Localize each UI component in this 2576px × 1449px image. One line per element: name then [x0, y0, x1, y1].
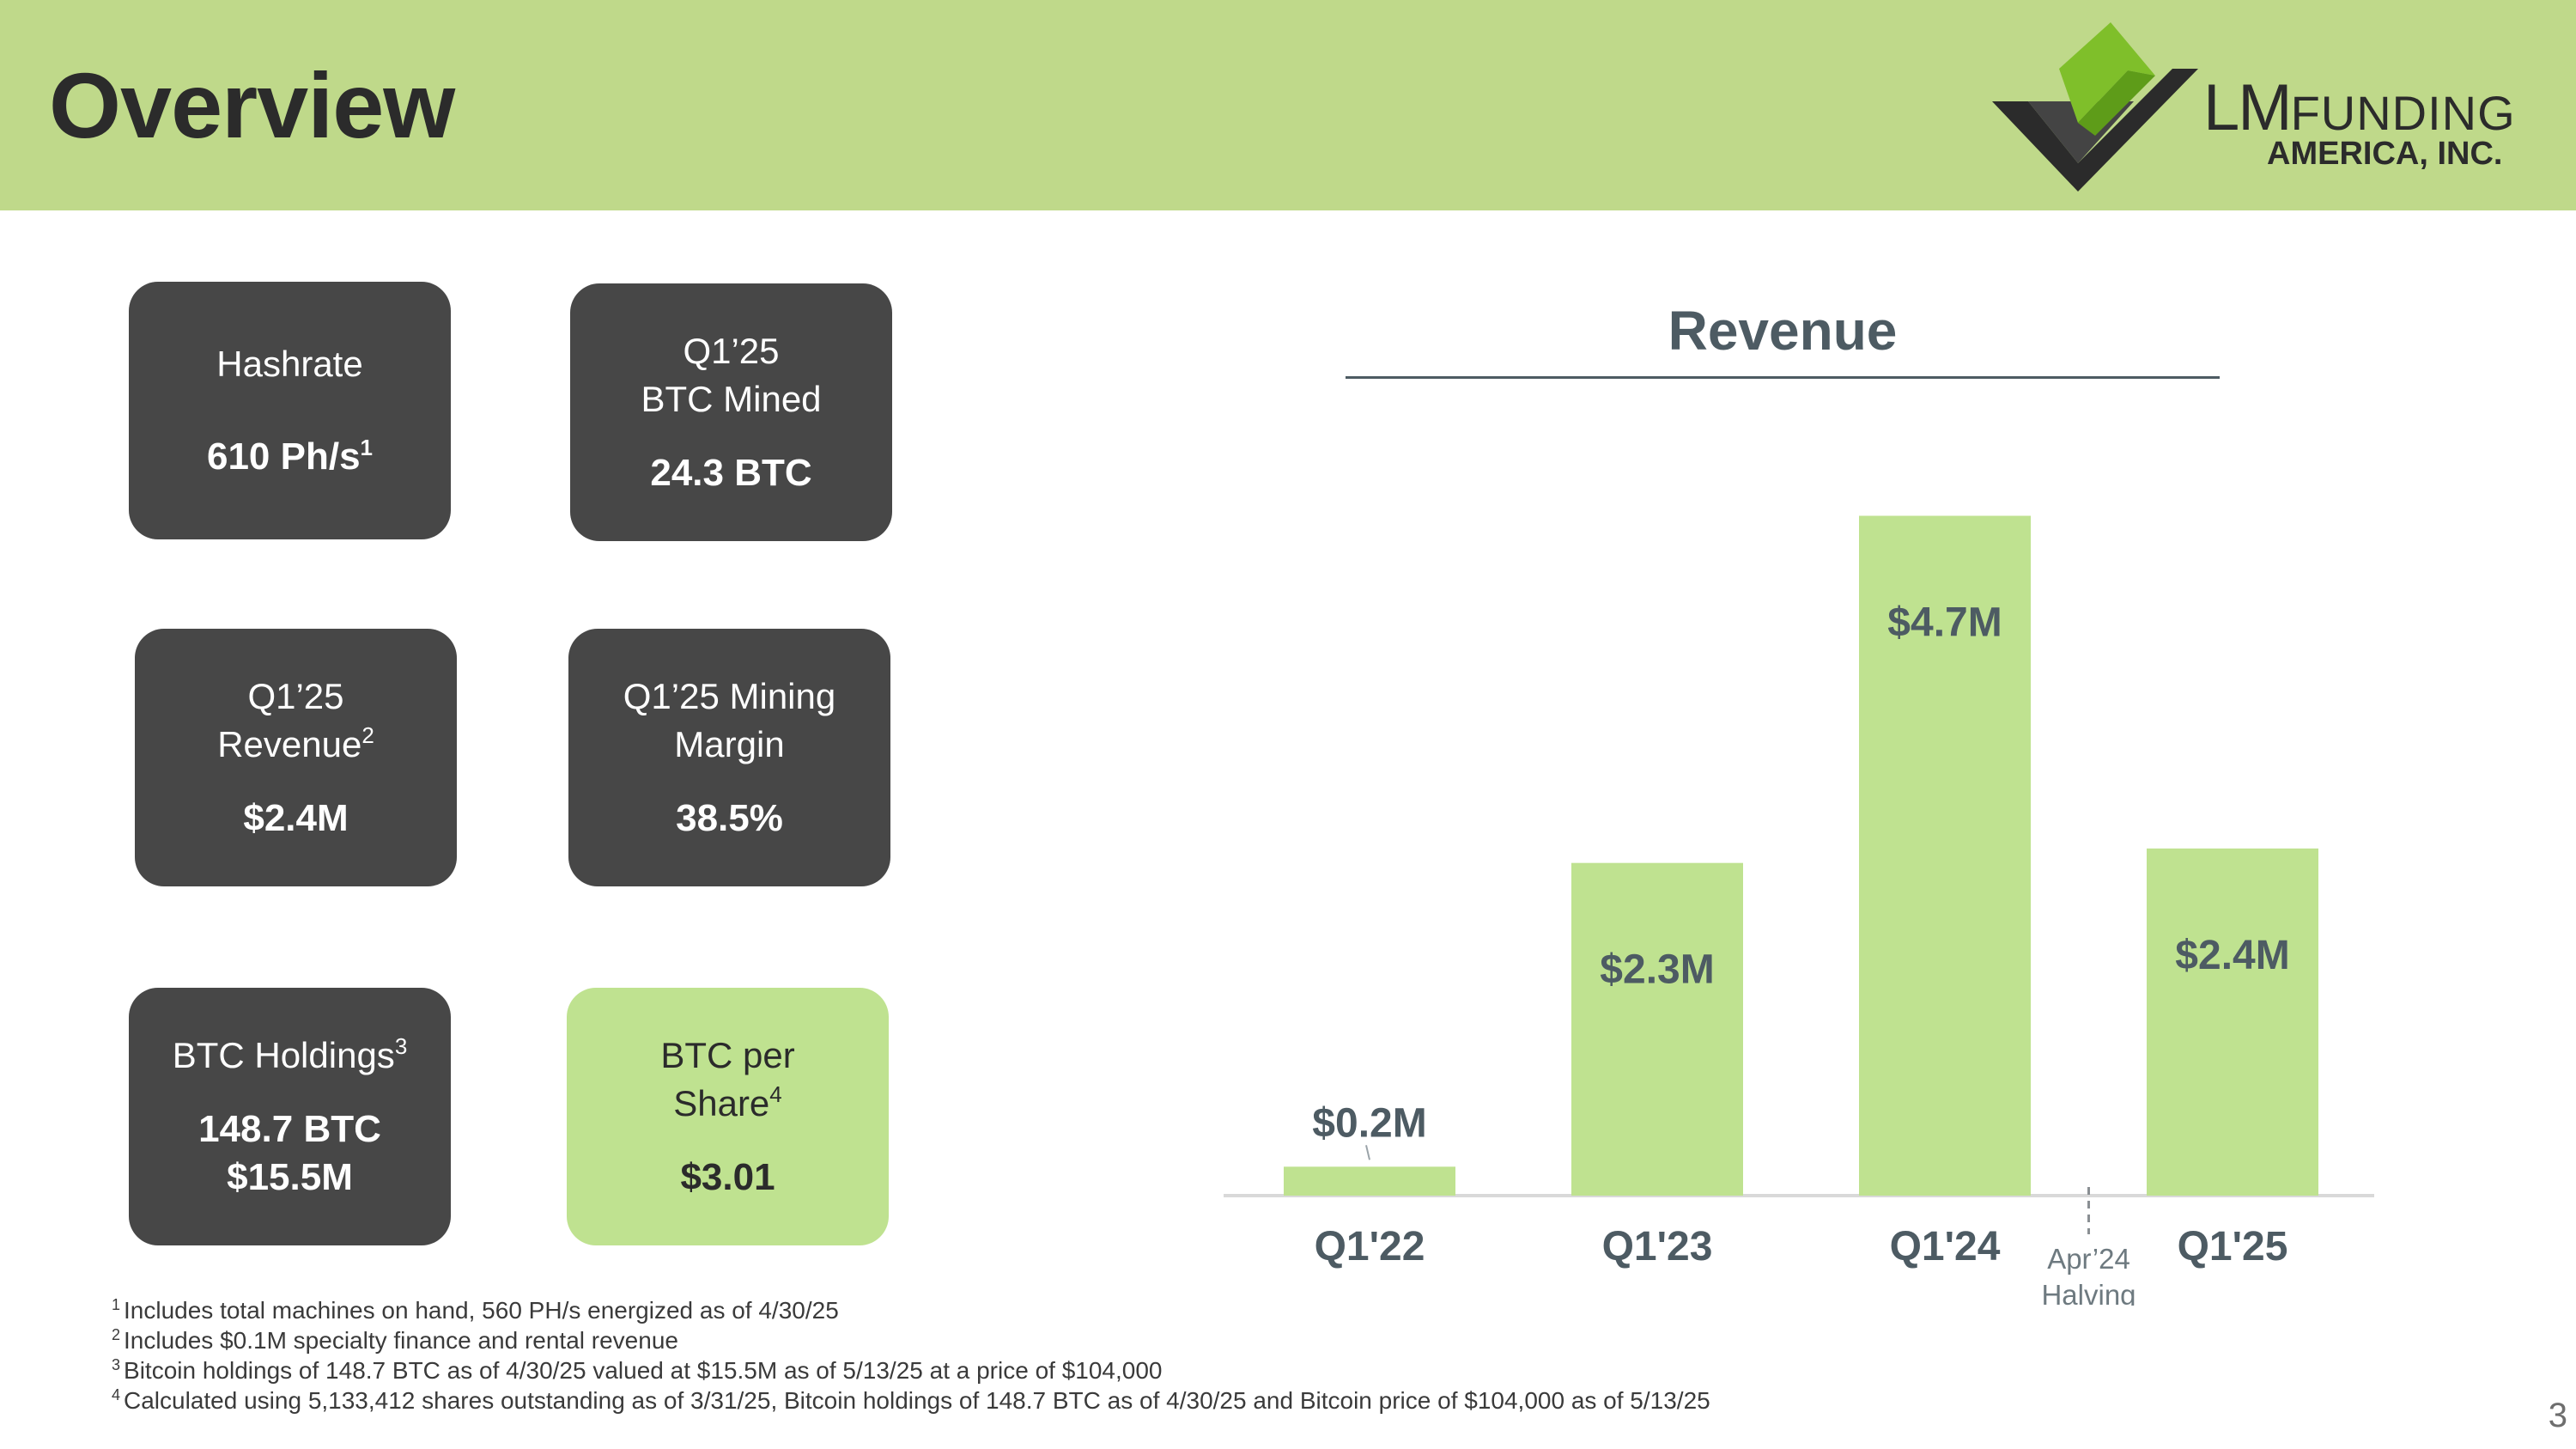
halving-annotation-label: Halving: [2041, 1279, 2136, 1306]
footnotes: 1 Includes total machines on hand, 560 PH…: [112, 1295, 1710, 1416]
metric-tile-btc-per-share: BTC per Share4 $3.01: [567, 988, 889, 1245]
metric-label: Q1’25 Mining Margin: [623, 676, 836, 764]
footnote: 2 Includes $0.1M specialty finance and re…: [112, 1326, 678, 1354]
category-tick-label: Q1'24: [1890, 1224, 2001, 1269]
logo-subtitle: AMERICA, INC.: [2267, 136, 2503, 172]
halving-annotation-label: Apr’24: [2047, 1243, 2130, 1275]
metric-label: Q1’25 Revenue2: [217, 676, 374, 764]
metric-label: Q1’25 BTC Mined: [641, 331, 822, 419]
chart-title-underline: [1346, 376, 2220, 379]
category-tick-label: Q1'25: [2178, 1224, 2288, 1269]
metric-label: BTC per Share4: [660, 1035, 795, 1123]
category-tick-label: Q1'23: [1602, 1224, 1713, 1269]
metric-tile-revenue: Q1’25 Revenue2 $2.4M: [135, 629, 457, 886]
metric-label: BTC Holdings3: [172, 1033, 408, 1075]
metric-value: 610 Ph/s1: [206, 435, 374, 478]
logo-wordmark: LMFUNDING: [2203, 71, 2516, 144]
metric-value: 148.7 BTC $15.5M: [198, 1108, 381, 1198]
metric-value: $2.4M: [243, 797, 349, 839]
logo-mark-icon: [1992, 22, 2198, 192]
bar: [1571, 862, 1743, 1196]
page-number: 3: [2548, 1397, 2567, 1434]
bar: [2147, 848, 2318, 1196]
metric-tile-btc-mined: Q1’25 BTC Mined 24.3 BTC: [570, 283, 892, 541]
header-bar: Overview LMFUNDING AMERICA, INC.: [0, 0, 2576, 210]
page-title: Overview: [49, 53, 455, 157]
data-label-leader: [1365, 1145, 1370, 1160]
footnote: 4 Calculated using 5,133,412 shares outst…: [112, 1386, 1710, 1414]
metric-tile-mining-margin: Q1’25 Mining Margin 38.5%: [568, 629, 890, 886]
data-label: $2.4M: [2175, 933, 2289, 978]
footnote: 3 Bitcoin holdings of 148.7 BTC as of 4/3…: [112, 1356, 1163, 1384]
bar: [1284, 1166, 1455, 1196]
metric-tile-btc-holdings: BTC Holdings3 148.7 BTC $15.5M: [129, 988, 451, 1245]
metric-tile-hashrate: Hashrate 610 Ph/s1: [129, 282, 451, 539]
metric-value: 24.3 BTC: [650, 452, 812, 494]
metric-value: 38.5%: [676, 797, 783, 839]
revenue-bar-chart: $0.2M Q1'22 $2.3M Q1'23 $4.7M Q1'24 $2.4M Q1'25…: [1224, 515, 2374, 1306]
chart-title: Revenue: [1668, 300, 1898, 362]
metric-label: Hashrate: [216, 344, 363, 384]
data-label: $4.7M: [1887, 600, 2002, 646]
data-label: $0.2M: [1312, 1100, 1426, 1146]
data-label: $2.3M: [1600, 947, 1714, 993]
metric-value: $3.01: [680, 1156, 775, 1198]
bar: [1859, 515, 2031, 1196]
footnote: 1 Includes total machines on hand, 560 PH…: [112, 1296, 839, 1324]
company-logo: LMFUNDING AMERICA, INC.: [1975, 15, 2559, 196]
category-tick-label: Q1'22: [1315, 1224, 1425, 1269]
